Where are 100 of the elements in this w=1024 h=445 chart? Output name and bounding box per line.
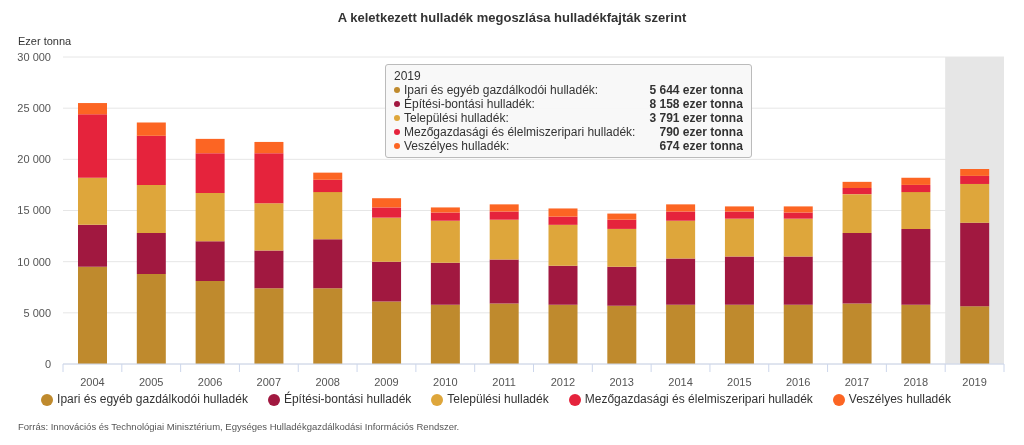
bar (548, 216, 578, 225)
bar (254, 141, 284, 154)
x-tick-label: 2018 (903, 375, 929, 388)
bar (901, 177, 931, 185)
x-tick-label: 2013 (609, 375, 634, 388)
bar (195, 281, 225, 364)
bar (78, 224, 107, 267)
x-tick-label: 2019 (962, 375, 987, 388)
y-tick-label: 0 (44, 357, 51, 370)
chart-title: A keletkezett hulladék megoszlása hulladékfajták szerint (337, 10, 687, 25)
bar (313, 288, 343, 364)
bar (901, 184, 931, 193)
x-tick-label: 2006 (197, 375, 223, 388)
bar (254, 250, 284, 289)
x-tick-label: 2017 (844, 375, 870, 388)
bar (78, 177, 107, 225)
bar (489, 303, 519, 364)
bar (842, 181, 872, 188)
bar (724, 218, 754, 257)
bar (78, 114, 107, 178)
legend-label: Települési hulladék (447, 392, 549, 406)
x-tick-label: 2012 (550, 375, 576, 388)
bar (901, 192, 931, 229)
bar (607, 228, 637, 267)
x-tick-label: 2010 (433, 375, 458, 388)
bar (489, 259, 519, 304)
x-tick-label: 2007 (256, 375, 282, 388)
bar (372, 217, 402, 262)
annotation: 674 ezer tonna (659, 139, 743, 153)
text: Forrás: Innovációs és Technológiai Minisztérium, Egységes Hulladékgazdálkodási Információs Rendszer. (18, 421, 460, 432)
bar (607, 266, 637, 306)
bar (78, 103, 107, 115)
bar (960, 306, 990, 364)
bar (724, 256, 754, 305)
bar (960, 183, 990, 223)
bar (136, 135, 166, 185)
bar (548, 208, 578, 217)
annotation: Települési hulladék: (404, 111, 509, 125)
bar (607, 213, 637, 220)
bar (842, 194, 872, 234)
bar (136, 122, 166, 136)
y-tick-label: 25 000 (17, 102, 51, 115)
bar (430, 304, 460, 364)
bar (78, 266, 107, 364)
bar (666, 220, 696, 259)
bar (666, 211, 696, 221)
bar (430, 212, 460, 221)
x-tick-label: 2009 (374, 375, 399, 388)
x-tick-label: 2015 (727, 375, 752, 388)
bar (842, 233, 872, 304)
legend-label: Ipari és egyéb gazdálkodói hulladék (57, 392, 248, 406)
bar (960, 222, 990, 307)
bar (901, 304, 931, 364)
bar (372, 301, 402, 364)
bar (136, 184, 166, 234)
legend-label: Mezőgazdasági és élelmiszeripari hulladék (584, 392, 813, 406)
bar (372, 261, 402, 302)
annotation: 3 791 ezer tonna (649, 111, 743, 125)
bar (960, 168, 990, 176)
bar (372, 207, 402, 218)
bar (783, 212, 813, 219)
bar (783, 304, 813, 364)
annotation: 8 158 ezer tonna (649, 97, 743, 111)
bar (724, 206, 754, 212)
y-tick-label: 5 000 (23, 306, 51, 319)
annotation: 790 ezer tonna (659, 125, 743, 139)
annotation: Veszélyes hulladék: (404, 139, 510, 153)
x-tick-label: 2005 (138, 375, 164, 388)
bar (489, 219, 519, 260)
annotation: 2019 (394, 69, 421, 83)
bar (195, 153, 225, 194)
bar (489, 211, 519, 220)
bar (254, 288, 284, 364)
bar (136, 233, 166, 274)
bar (783, 206, 813, 213)
bar (254, 203, 284, 251)
y-tick-label: 30 000 (17, 50, 51, 63)
bar (430, 220, 460, 263)
annotation: Építési-bontási hulladék: (404, 97, 535, 111)
bar (842, 303, 872, 364)
bar (607, 305, 637, 364)
bar (195, 241, 225, 282)
bar (783, 256, 813, 305)
x-tick-label: 2016 (785, 375, 811, 388)
bar (195, 138, 225, 154)
bar (842, 187, 872, 195)
bar (195, 193, 225, 242)
bar (136, 273, 166, 364)
annotation: Mezőgazdasági és élelmiszeripari hulladék: (404, 125, 636, 139)
annotation: Ipari és egyéb gazdálkodói hulladék: (404, 83, 599, 97)
bar (430, 207, 460, 213)
y-axis-title: Ezer tonna (18, 35, 72, 47)
bar (489, 204, 519, 212)
bar (548, 304, 578, 364)
bar (607, 219, 637, 229)
bar (666, 258, 696, 305)
bar (548, 224, 578, 266)
annotation: 5 644 ezer tonna (649, 83, 743, 97)
legend-label: Veszélyes hulladék (848, 392, 951, 406)
bar (666, 304, 696, 364)
